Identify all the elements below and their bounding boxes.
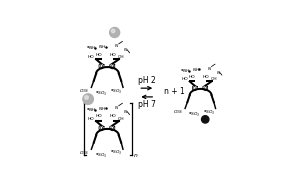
- Text: HO: HO: [110, 53, 116, 57]
- Circle shape: [111, 29, 115, 33]
- Text: HO: HO: [95, 114, 102, 118]
- Text: $^{\oplus}SO_3$: $^{\oplus}SO_3$: [110, 149, 123, 157]
- Text: $N$: $N$: [124, 108, 129, 115]
- Text: $O_3S$: $O_3S$: [79, 88, 89, 95]
- Text: OH: OH: [118, 117, 124, 121]
- Text: OH: OH: [210, 77, 217, 81]
- Text: $N$: $N$: [114, 104, 120, 111]
- Text: $^{\oplus}SO_3$: $^{\oplus}SO_3$: [95, 152, 107, 160]
- Circle shape: [85, 96, 88, 99]
- Text: $^{\oplus}SO_3$: $^{\oplus}SO_3$: [203, 108, 216, 116]
- Text: $^{\oplus}NH$: $^{\oplus}NH$: [179, 67, 191, 75]
- Text: $NH$: $NH$: [98, 105, 107, 112]
- Text: $NH$: $NH$: [98, 43, 107, 50]
- Text: HO: HO: [182, 77, 188, 81]
- Text: $^{\oplus}NH$: $^{\oplus}NH$: [86, 107, 97, 114]
- Text: HO: HO: [189, 75, 195, 79]
- Text: HO: HO: [95, 53, 102, 57]
- Text: pH 2: pH 2: [138, 76, 156, 85]
- Text: HO: HO: [88, 117, 95, 121]
- Text: $NH$: $NH$: [192, 66, 200, 73]
- Text: $N$: $N$: [114, 42, 120, 49]
- Text: n + 1: n + 1: [164, 87, 185, 96]
- Text: $N$: $N$: [216, 69, 221, 76]
- Circle shape: [201, 116, 209, 123]
- Text: $^{\oplus}SO_3$: $^{\oplus}SO_3$: [188, 111, 201, 119]
- Text: $O_3S$: $O_3S$: [79, 149, 89, 157]
- Text: $^{\oplus}SO_3$: $^{\oplus}SO_3$: [110, 88, 123, 96]
- Text: $^{\oplus}NH$: $^{\oplus}NH$: [86, 45, 97, 52]
- Text: $N$: $N$: [124, 46, 129, 53]
- Text: $N$: $N$: [207, 65, 212, 72]
- Text: $^{\oplus}SO_3$: $^{\oplus}SO_3$: [95, 90, 107, 98]
- Text: n: n: [134, 153, 138, 158]
- Circle shape: [110, 27, 120, 37]
- Text: pH 7: pH 7: [138, 100, 156, 109]
- Text: HO: HO: [202, 75, 209, 79]
- Text: HO: HO: [88, 55, 95, 59]
- Text: HO: HO: [110, 114, 116, 118]
- Circle shape: [83, 94, 93, 104]
- Text: OH: OH: [118, 55, 124, 59]
- Text: $O_3S$: $O_3S$: [173, 109, 183, 116]
